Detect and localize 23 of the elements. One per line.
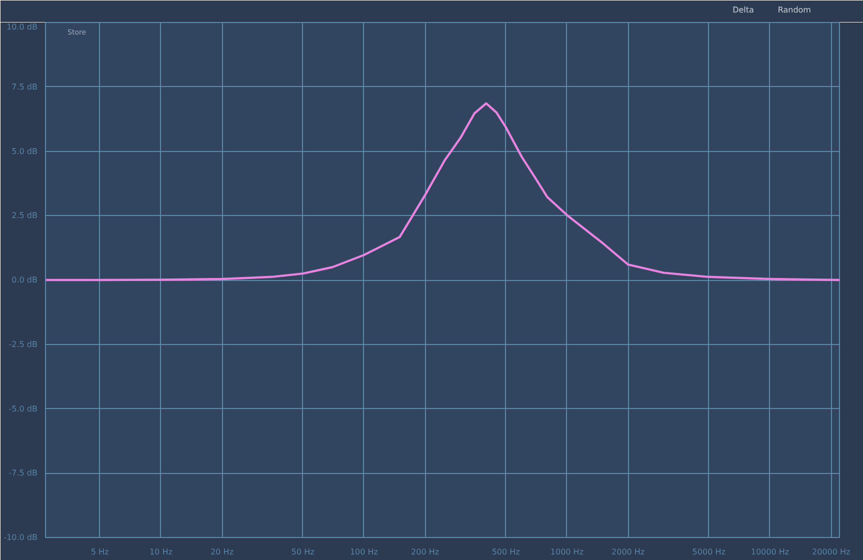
- x-tick-label: 5 Hz: [90, 548, 109, 556]
- y-tick-label: -7.5 dB: [8, 468, 38, 478]
- y-tick-label: -5.0 dB: [8, 404, 38, 414]
- x-tick-label: 20000 Hz: [812, 548, 850, 556]
- x-tick-label: 1000 Hz: [550, 548, 584, 556]
- text: Delta: [732, 6, 754, 14]
- y-tick-label: 10.0 dB: [6, 22, 38, 32]
- x-tick-label: 500 Hz: [492, 548, 520, 556]
- text: Random: [778, 6, 812, 14]
- x-tick-label: 20 Hz: [210, 548, 234, 556]
- x-tick-label: 10000 Hz: [750, 548, 790, 556]
- y-tick-label: 7.5 dB: [12, 82, 38, 92]
- x-tick-label: 50 Hz: [291, 548, 314, 556]
- y-tick-label: -10.0 dB: [4, 533, 38, 542]
- x-tick-label: 5000 Hz: [692, 548, 726, 556]
- x-tick-label: 100 Hz: [350, 548, 378, 556]
- y-tick-label: 0.0 dB: [12, 276, 38, 284]
- y-tick-label: 2.5 dB: [12, 211, 38, 220]
- y-tick-label: 5.0 dB: [12, 146, 38, 156]
- x-tick-label: 10 Hz: [149, 548, 172, 556]
- x-tick-label: 200 Hz: [411, 548, 440, 556]
- y-tick-label: -2.5 dB: [8, 340, 38, 349]
- x-tick-label: 2000 Hz: [612, 548, 645, 556]
